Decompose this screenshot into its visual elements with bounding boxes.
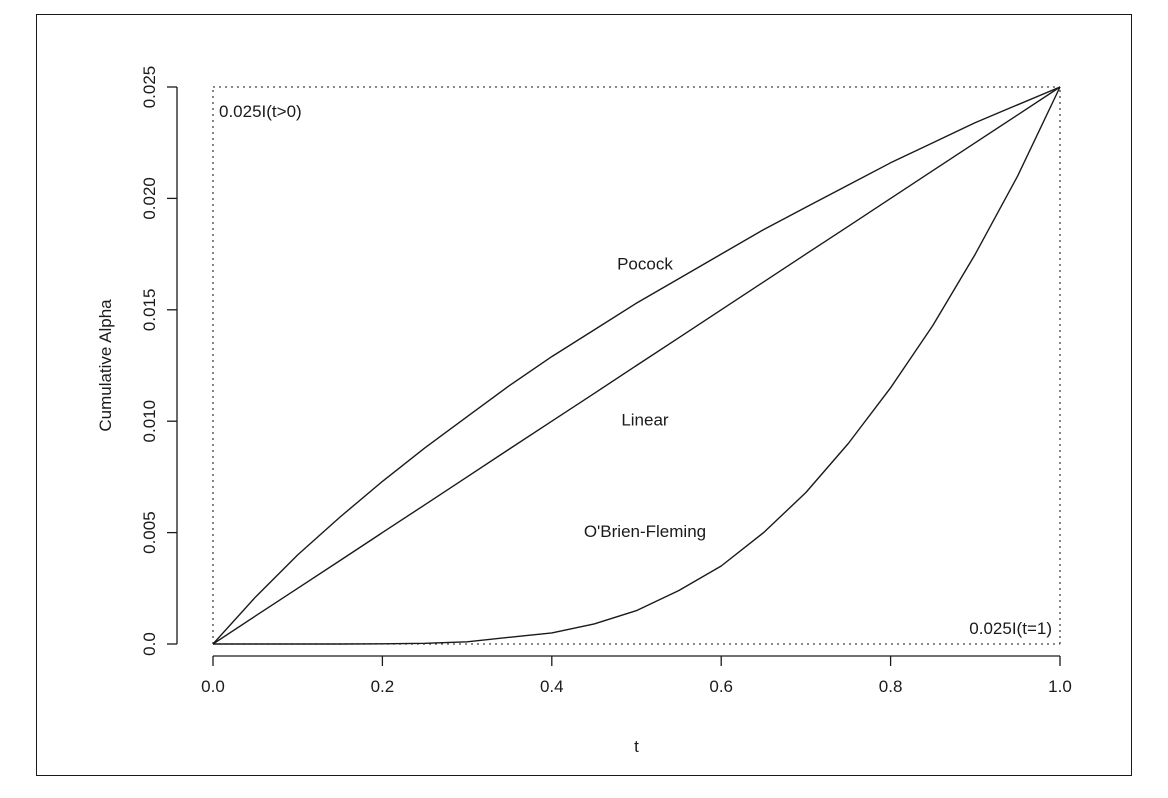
curve-label-o-brien-fleming: O'Brien-Fleming (584, 522, 706, 541)
reference-label-t-gt-0: 0.025I(t>0) (219, 102, 302, 121)
y-axis-title: Cumulative Alpha (96, 299, 115, 432)
y-tick-label: 0.015 (140, 289, 159, 332)
series-line-o-brien-fleming (213, 86, 1061, 645)
x-tick-label: 1.0 (1048, 677, 1072, 696)
y-tick-label: 0.005 (140, 511, 159, 554)
x-tick-label: 0.2 (371, 677, 395, 696)
y-tick-label: 0.0 (140, 632, 159, 656)
y-tick-label: 0.025 (140, 66, 159, 109)
y-tick-label: 0.020 (140, 177, 159, 220)
series-line-linear (212, 86, 1061, 645)
series-line-pocock (212, 86, 1061, 645)
x-tick-label: 0.6 (709, 677, 733, 696)
curve-label-pocock: Pocock (617, 255, 673, 274)
y-tick-label: 0.010 (140, 400, 159, 443)
x-tick-label: 0.8 (879, 677, 903, 696)
x-axis-title: t (634, 737, 639, 756)
figure-frame: 0.0 0.2 0.4 0.6 0.8 1.0 0.0 0.005 0.010 0.015 0.02… (36, 14, 1132, 776)
curve-label-linear: Linear (621, 411, 669, 430)
chart: 0.0 0.2 0.4 0.6 0.8 1.0 0.0 0.005 0.010 0.015 0.02… (96, 66, 1072, 756)
x-tick-label: 0.4 (540, 677, 564, 696)
reference-label-t-eq-1: 0.025I(t=1) (969, 619, 1052, 638)
x-tick-label: 0.0 (201, 677, 225, 696)
